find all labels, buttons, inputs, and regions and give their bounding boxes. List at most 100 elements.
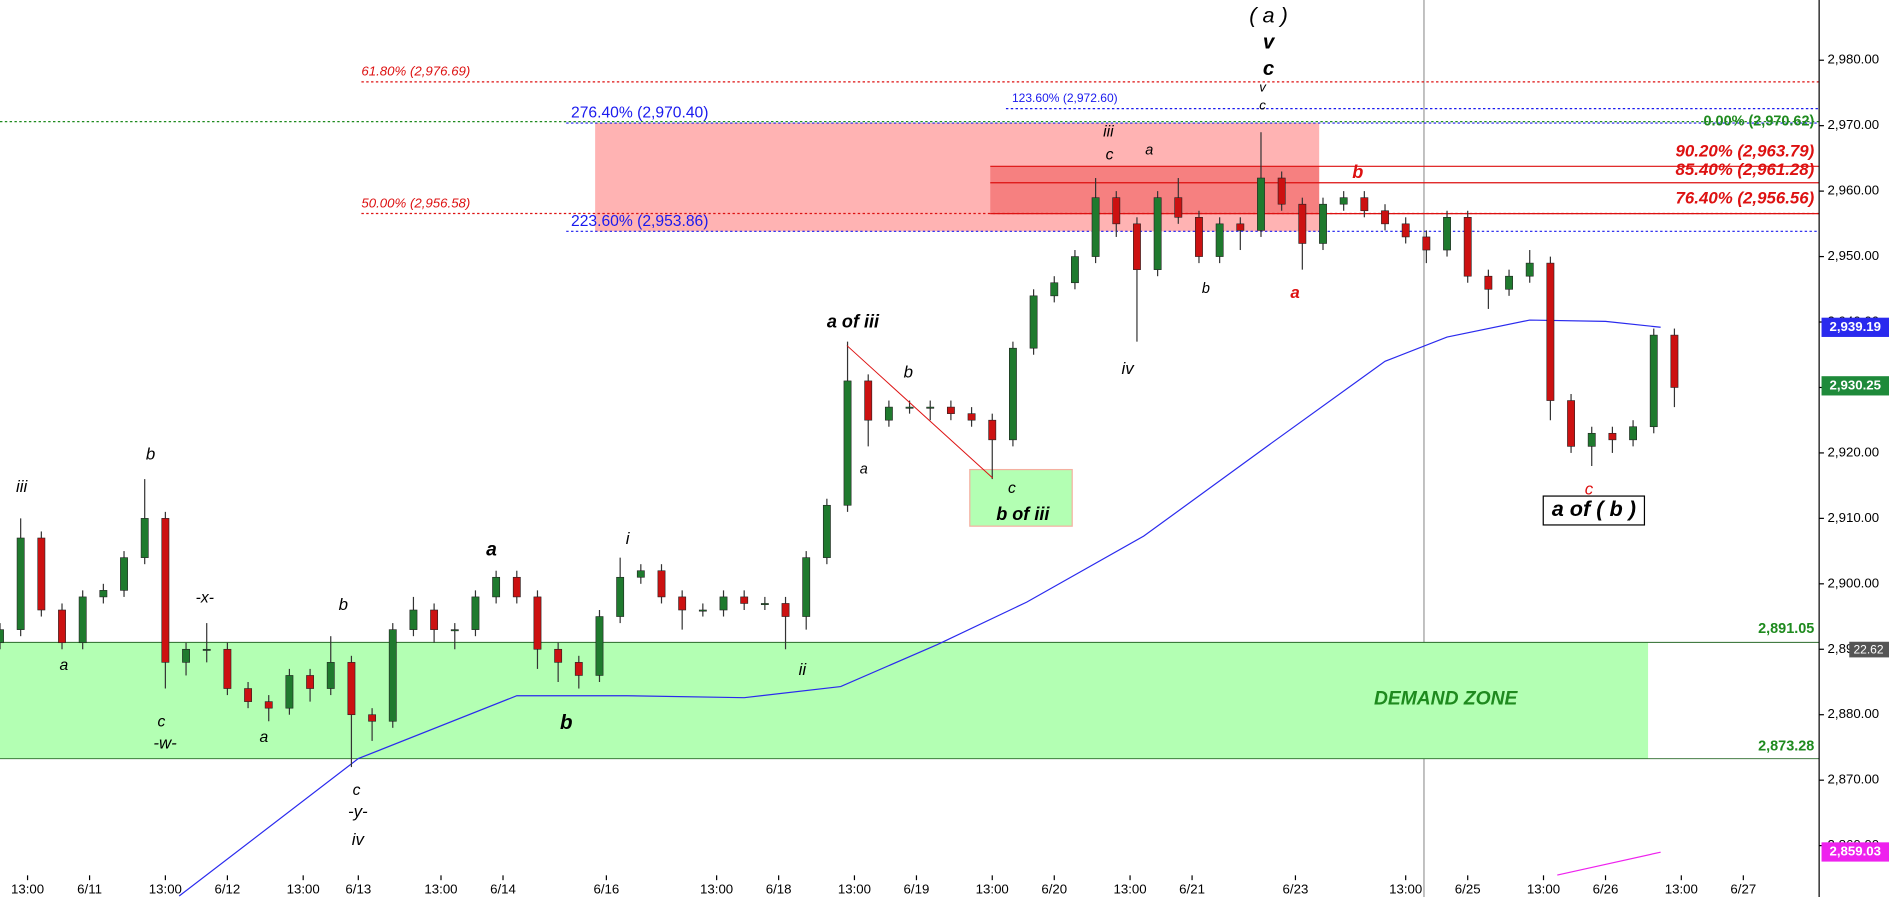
candle-body — [946, 406, 955, 414]
x-tick-label: 13:00 — [1527, 881, 1560, 896]
candle-body — [1649, 334, 1658, 428]
x-tick-label: 6/19 — [904, 881, 930, 896]
candle-body — [1195, 216, 1203, 257]
candle-body — [120, 557, 128, 591]
candle-body — [16, 537, 25, 630]
y-tick-label: 2,880.00 — [1828, 706, 1880, 721]
candle-body — [223, 648, 232, 689]
wave-label: c — [1585, 479, 1594, 498]
x-tick-label: 13:00 — [1665, 881, 1698, 896]
price-tag-label: 2,930.25 — [1829, 377, 1881, 392]
y-tick-label: 2,970.00 — [1828, 117, 1880, 132]
x-tick-label: 13:00 — [149, 881, 182, 896]
price-tag — [1821, 376, 1889, 396]
moving-average — [1557, 851, 1661, 876]
wave-label: b — [146, 445, 155, 464]
price-tag — [1821, 842, 1889, 862]
wave-label: a — [486, 539, 497, 560]
candle-body — [740, 596, 749, 604]
zone-top-label: 2,891.05 — [1758, 621, 1814, 637]
wave-label: a of ( b ) — [1552, 496, 1636, 521]
candle-body — [347, 662, 356, 716]
candle-body — [264, 701, 273, 709]
y-tick-label: 2,900.00 — [1828, 575, 1880, 590]
level-label: 223.60% (2,953.86) — [571, 213, 708, 230]
candle-body — [1670, 334, 1679, 388]
wave-label: v — [1263, 31, 1276, 54]
candle-body — [574, 662, 583, 676]
wave-label: c — [353, 782, 361, 799]
x-tick-label: 13:00 — [976, 881, 1009, 896]
price-tag-label: 2,939.19 — [1829, 319, 1881, 334]
x-tick-label: 6/26 — [1593, 881, 1619, 896]
wave-label: b — [560, 711, 573, 734]
candle-body — [1319, 203, 1327, 244]
candle-body — [1505, 275, 1513, 290]
candle-body — [1133, 223, 1141, 270]
candle-body — [1463, 216, 1472, 277]
wave-label: c — [1008, 480, 1016, 497]
y-tick-label: 2,960.00 — [1828, 183, 1880, 198]
candle-body — [1091, 197, 1100, 257]
x-tick-label: 6/14 — [490, 881, 516, 896]
x-tick-label: 6/20 — [1041, 881, 1067, 896]
x-tick-label: 6/27 — [1730, 881, 1756, 896]
y-tick-label: 2,920.00 — [1828, 444, 1880, 459]
candle-body — [0, 629, 4, 644]
candle-body — [781, 603, 790, 617]
candle-body — [719, 596, 728, 611]
candle-body — [161, 518, 170, 663]
candle-body — [388, 629, 397, 722]
annotation-box — [1542, 495, 1646, 526]
x-tick-label: 13:00 — [838, 881, 871, 896]
candle-body — [1050, 282, 1059, 297]
level-label: 50.00% (2,956.58) — [361, 195, 470, 210]
y-tick-label: 2,950.00 — [1828, 248, 1880, 263]
x-tick-label: 6/25 — [1455, 881, 1481, 896]
green-box — [969, 468, 1073, 527]
x-tick-label: 13:00 — [1389, 881, 1422, 896]
candle-body — [1236, 223, 1245, 231]
candle-body — [1629, 426, 1637, 441]
candle-body — [1422, 236, 1431, 251]
wave-label: iii — [1103, 124, 1114, 141]
axis-area — [1819, 0, 1889, 897]
candle-body — [657, 570, 666, 598]
candle-body — [822, 504, 831, 558]
candle-body — [1525, 262, 1534, 277]
candle-body — [843, 380, 852, 506]
candle-body — [988, 419, 997, 441]
candle-body — [1567, 400, 1575, 447]
x-tick-label: 6/16 — [593, 881, 619, 896]
wave-label: b — [904, 363, 913, 382]
candle-body — [1546, 262, 1555, 401]
candle-body — [802, 557, 811, 617]
candle-body — [1112, 197, 1121, 225]
candle-body — [1029, 295, 1038, 349]
x-tick-label: 13:00 — [700, 881, 733, 896]
wave-label: ( a ) — [1249, 3, 1288, 28]
candle-body — [884, 406, 893, 421]
candle-body — [1484, 275, 1493, 290]
x-tick-label: 13:00 — [11, 881, 44, 896]
wave-label: a — [860, 461, 868, 477]
x-tick-label: 6/12 — [215, 881, 241, 896]
candle-body — [1401, 223, 1410, 238]
level-label: 76.40% (2,956.56) — [1676, 189, 1815, 208]
candle-body — [1009, 347, 1017, 441]
candle-body — [58, 609, 66, 644]
wave-label: -y- — [348, 802, 368, 821]
candle-body — [492, 576, 501, 598]
wave-label: a — [1145, 142, 1153, 158]
candle-body — [1608, 432, 1617, 441]
wave-label: -x- — [196, 590, 214, 607]
wave-label: c — [1263, 57, 1275, 80]
level-label: 123.60% (2,972.60) — [1012, 91, 1118, 105]
wave-label: a — [59, 657, 68, 674]
candle-body — [698, 609, 707, 612]
candle-body — [554, 648, 563, 663]
wave-label: ii — [799, 660, 808, 679]
candle-body — [616, 576, 625, 617]
